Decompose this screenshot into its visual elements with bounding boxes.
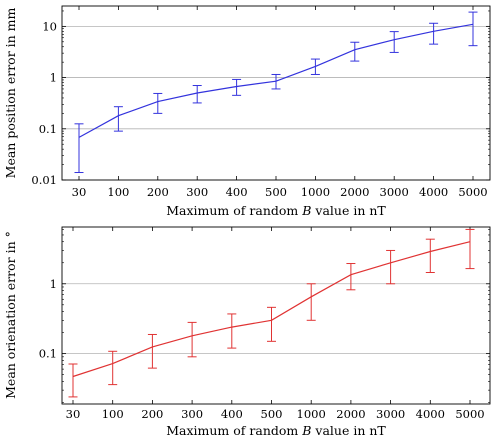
error-bar bbox=[271, 73, 281, 90]
y-tick-label: 0.01 bbox=[31, 173, 57, 187]
chart-1: 0.01 0.1 1 10 30 100 200 300 400 500 1000 2000 3000 4… bbox=[3, 5, 491, 218]
plot-frame bbox=[61, 226, 491, 405]
error-bar bbox=[113, 106, 123, 132]
x-tick-label: 400 bbox=[221, 407, 243, 421]
error-bar bbox=[68, 363, 78, 398]
x-tick-label: 5000 bbox=[455, 407, 484, 421]
error-bar bbox=[386, 249, 396, 285]
error-bar bbox=[227, 313, 237, 349]
y-tick-label: 1 bbox=[50, 277, 57, 291]
y-tick-label: 1 bbox=[50, 71, 57, 85]
x-tick-label: 3000 bbox=[380, 185, 409, 199]
error-bar bbox=[153, 92, 163, 114]
y-tick-label: 0.1 bbox=[39, 122, 57, 136]
x-tick-label: 2000 bbox=[340, 185, 369, 199]
x-tick-label: 3000 bbox=[376, 407, 405, 421]
error-bar bbox=[389, 31, 399, 53]
error-bar bbox=[108, 350, 118, 386]
x-tick-label: 200 bbox=[141, 407, 163, 421]
x-tick-label: 200 bbox=[147, 185, 169, 199]
error-bar bbox=[465, 228, 475, 270]
plot-frame bbox=[61, 5, 491, 181]
x-tick-label: 300 bbox=[186, 185, 208, 199]
chart-2: 0.1 1 30 100 200 300 400 500 1000 2000 3000 4000 500… bbox=[3, 226, 491, 438]
x-axis-title: Maximum of random B value in nT bbox=[166, 203, 386, 218]
x-tick-label: 1000 bbox=[301, 185, 330, 199]
y-axis-title: Mean orienation error in ° bbox=[3, 231, 18, 399]
x-axis-title: Maximum of random B value in nT bbox=[166, 423, 386, 438]
error-bar bbox=[267, 306, 276, 342]
error-bar bbox=[232, 78, 242, 96]
x-tick-label: 5000 bbox=[458, 185, 487, 199]
error-bar bbox=[192, 85, 202, 104]
x-tick-label: 2000 bbox=[336, 407, 365, 421]
error-bar bbox=[310, 58, 320, 75]
x-tick-label: 4000 bbox=[416, 407, 445, 421]
x-tick-label: 500 bbox=[265, 185, 287, 199]
x-tick-label: 500 bbox=[261, 407, 283, 421]
x-tick-label: 100 bbox=[102, 407, 124, 421]
error-bar bbox=[429, 22, 439, 45]
y-tick-label: 10 bbox=[42, 19, 57, 33]
x-tick-label: 4000 bbox=[419, 185, 448, 199]
error-bar bbox=[346, 263, 356, 291]
x-tick-label: 300 bbox=[181, 407, 203, 421]
x-tick-label: 400 bbox=[226, 185, 248, 199]
error-bar bbox=[147, 333, 157, 369]
y-axis-title: Mean position error in mm bbox=[3, 7, 18, 178]
x-tick-label: 30 bbox=[66, 407, 81, 421]
error-bar bbox=[468, 11, 478, 47]
error-bar bbox=[74, 123, 84, 174]
x-tick-label: 30 bbox=[72, 185, 87, 199]
x-tick-label: 1000 bbox=[297, 407, 326, 421]
x-tick-label: 100 bbox=[107, 185, 129, 199]
y-tick-label: 0.1 bbox=[39, 347, 57, 361]
error-bar bbox=[425, 238, 435, 274]
error-bar bbox=[306, 283, 316, 321]
error-bar bbox=[350, 41, 360, 62]
error-bar bbox=[187, 321, 197, 358]
